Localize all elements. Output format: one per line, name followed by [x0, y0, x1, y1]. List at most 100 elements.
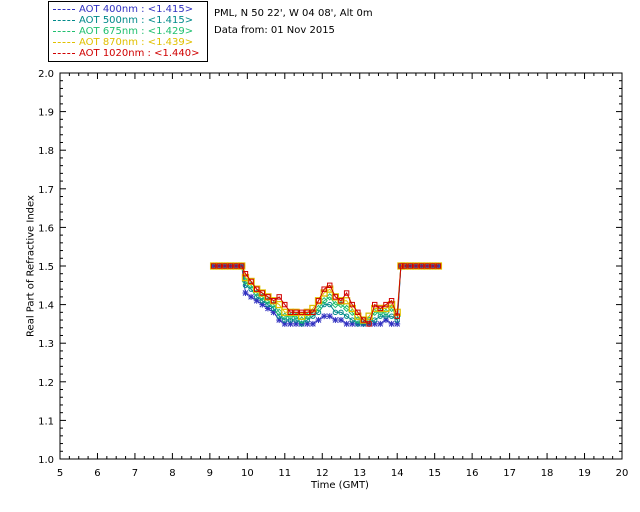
legend: AOT 400nm : <1.415> AOT 500nm : <1.415> …	[48, 1, 208, 62]
legend-label-500nm: AOT 500nm : <1.415>	[79, 15, 194, 26]
series-4	[210, 263, 442, 327]
data-point	[343, 313, 350, 319]
legend-label-1020nm: AOT 1020nm : <1.440>	[79, 48, 200, 59]
y-tick-label-5: 1.5	[38, 262, 54, 273]
data-point	[343, 290, 350, 296]
x-axis-label: Time (GMT)	[311, 480, 369, 491]
data-point	[287, 309, 294, 316]
data-point	[276, 317, 283, 324]
x-tick-label-0: 5	[57, 468, 63, 479]
data-point	[293, 309, 299, 316]
plot-frame	[59, 72, 623, 460]
data-point	[310, 309, 316, 316]
data-point	[282, 301, 288, 308]
data-point	[365, 312, 373, 320]
data-point	[332, 309, 339, 316]
data-point	[247, 277, 255, 286]
data-point	[287, 320, 294, 327]
x-axis: 5 6 7 8 9 10 11 12 13 14 15 16 17 18 19 20	[57, 73, 629, 479]
data-point	[394, 313, 400, 319]
data-point	[388, 320, 395, 327]
data-point	[377, 313, 384, 319]
series-line-4	[213, 265, 439, 325]
data-point	[343, 320, 350, 327]
y-tick-label-10: 2.0	[38, 69, 54, 80]
data-point	[338, 317, 344, 324]
data-point	[239, 263, 245, 269]
data-point	[372, 301, 378, 308]
legend-label-400nm: AOT 400nm : <1.415>	[79, 4, 194, 15]
data-point	[371, 320, 378, 327]
data-point	[314, 297, 323, 305]
x-tick-label-3: 8	[169, 468, 175, 479]
data-point	[424, 263, 430, 269]
data-point	[282, 317, 288, 323]
y-tick-label-3: 1.3	[38, 339, 54, 350]
data-point	[321, 301, 327, 308]
data-point	[270, 298, 277, 304]
y-tick-label-4: 1.4	[38, 301, 54, 312]
data-point	[360, 317, 367, 323]
legend-swatch-675nm	[53, 30, 75, 32]
x-tick-label-10: 15	[428, 468, 441, 479]
data-point	[394, 317, 400, 323]
x-tick-label-1: 6	[94, 468, 100, 479]
data-point	[413, 263, 419, 269]
data-point	[435, 263, 442, 269]
data-point	[398, 263, 404, 269]
data-point	[269, 297, 278, 305]
data-point	[281, 320, 288, 327]
legend-swatch-500nm	[53, 19, 75, 21]
data-point	[222, 263, 228, 269]
data-point	[377, 305, 384, 312]
legend-swatch-400nm	[53, 8, 75, 10]
data-point	[355, 321, 361, 327]
y-axis-label: Real Part of Refractive Index	[25, 195, 37, 337]
data-point	[227, 263, 234, 269]
data-point	[332, 317, 339, 324]
y-tick-label-6: 1.6	[38, 223, 54, 234]
x-tick-label-6: 11	[278, 468, 291, 479]
data-point	[309, 320, 316, 327]
data-point	[304, 320, 311, 327]
data-point	[321, 313, 328, 320]
data-point	[315, 317, 322, 324]
data-point	[388, 298, 395, 304]
data-point	[360, 321, 367, 327]
x-tick-label-14: 19	[578, 468, 591, 479]
data-point	[401, 263, 408, 269]
y-tick-label-8: 1.8	[38, 146, 54, 157]
x-tick-label-15: 20	[616, 468, 629, 479]
data-point	[377, 320, 384, 327]
data-point	[298, 312, 306, 320]
x-tick-label-7: 12	[316, 468, 329, 479]
y-tick-label-2: 1.2	[38, 378, 54, 389]
data-point	[264, 305, 271, 312]
y-tick-label-7: 1.7	[38, 185, 54, 196]
data-point	[253, 297, 260, 304]
legend-swatch-1020nm	[53, 52, 75, 54]
y-tick-label-0: 1.0	[38, 455, 54, 466]
site-info: PML, N 50 22', W 04 08', Alt 0m	[214, 8, 373, 19]
y-tick-label-1: 1.1	[38, 416, 54, 427]
data-point	[210, 263, 217, 269]
data-point	[315, 298, 322, 304]
data-point	[265, 294, 271, 300]
data-point	[321, 286, 327, 292]
x-tick-label-4: 9	[207, 468, 213, 479]
legend-entry-500nm: AOT 500nm : <1.415>	[53, 15, 193, 26]
data-point	[430, 263, 436, 269]
data-point	[366, 321, 372, 327]
x-tick-label-5: 10	[241, 468, 254, 479]
legend-label-870nm: AOT 870nm : <1.439>	[79, 37, 194, 48]
data-point	[359, 316, 368, 324]
x-tick-label-2: 7	[132, 468, 138, 479]
data-point	[254, 286, 260, 292]
data-point	[418, 263, 425, 269]
x-tick-label-9: 14	[391, 468, 404, 479]
date-info: Data from: 01 Nov 2015	[214, 25, 335, 36]
x-tick-label-13: 18	[541, 468, 554, 479]
data-point	[253, 285, 261, 293]
data-point	[383, 313, 389, 319]
x-tick-label-12: 17	[503, 468, 516, 479]
